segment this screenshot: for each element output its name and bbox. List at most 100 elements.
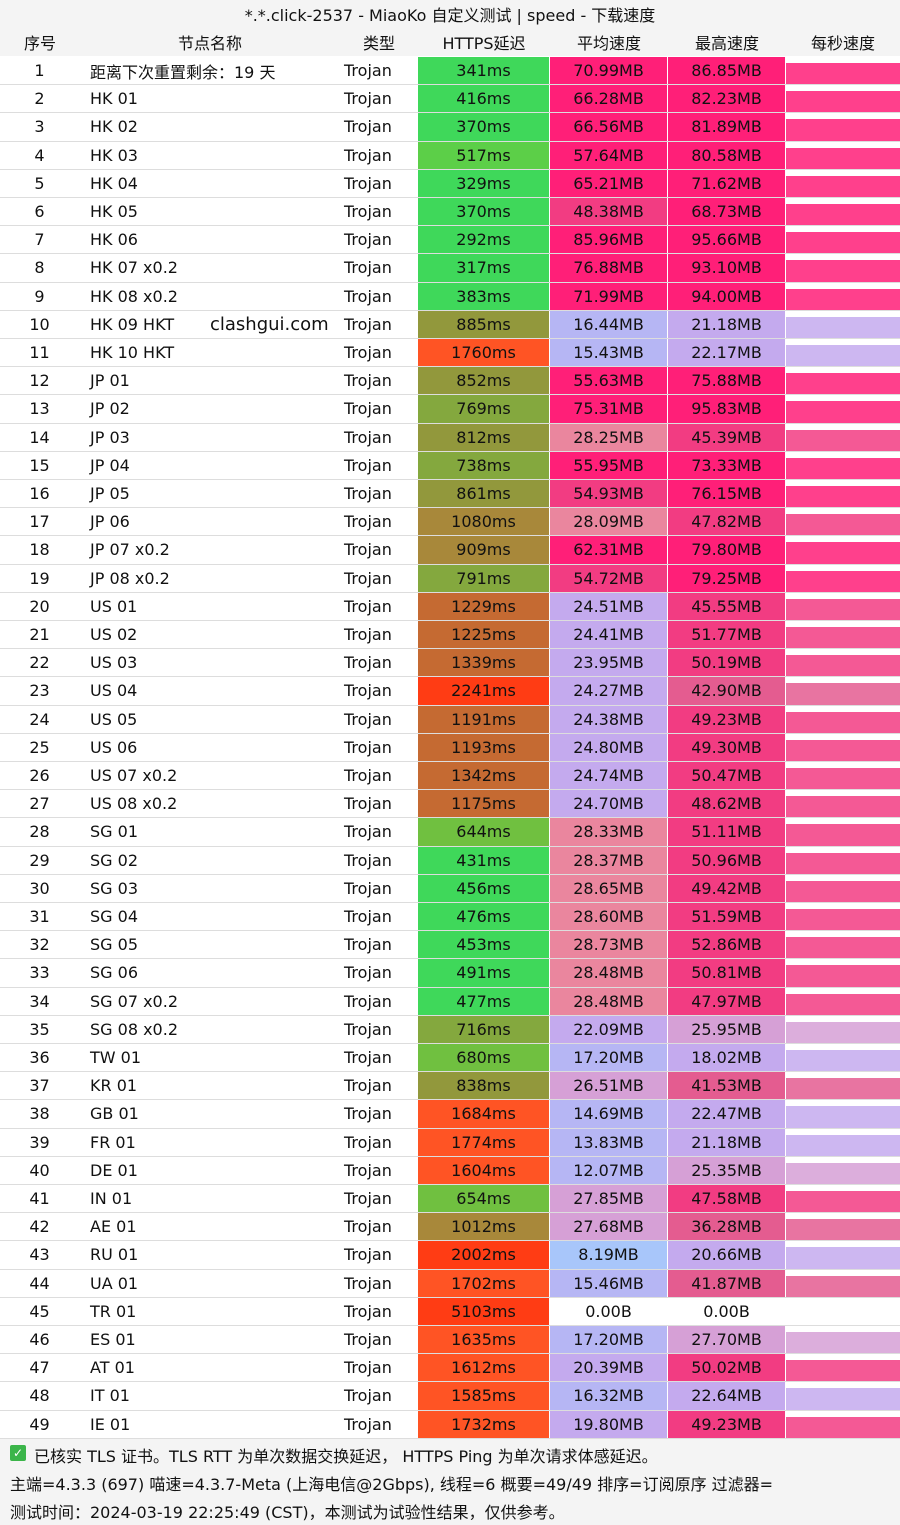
max-speed: 22.47MB xyxy=(668,1100,785,1128)
row-divider xyxy=(0,1155,900,1157)
latency: 416ms xyxy=(418,85,549,113)
type: Trojan xyxy=(344,1104,392,1124)
node-name: US 03 xyxy=(90,653,138,673)
max-speed: 68.73MB xyxy=(668,198,785,226)
row-divider xyxy=(0,986,900,988)
avg-speed: 28.73MB xyxy=(550,931,667,959)
max-speed: 95.66MB xyxy=(668,226,785,254)
max-speed: 82.23MB xyxy=(668,85,785,113)
node-name: US 08 x0.2 xyxy=(90,794,178,814)
speed-graph xyxy=(786,147,900,169)
speed-graph xyxy=(786,655,900,677)
node-name: ES 01 xyxy=(90,1330,136,1350)
max-speed: 49.23MB xyxy=(668,705,785,733)
row-divider xyxy=(0,1212,900,1214)
max-speed: 86.85MB xyxy=(668,57,785,85)
index: 27 xyxy=(29,794,50,814)
latency: 1774ms xyxy=(418,1128,549,1156)
avg-speed: 55.95MB xyxy=(550,451,667,479)
max-speed: 79.25MB xyxy=(668,564,785,592)
type: Trojan xyxy=(344,1301,392,1321)
row-divider xyxy=(0,450,900,452)
node-name: JP 08 x0.2 xyxy=(90,568,170,588)
row-divider xyxy=(0,902,900,903)
speed-graph xyxy=(786,880,900,902)
node-name: IE 01 xyxy=(90,1414,131,1434)
type: Trojan xyxy=(344,1217,392,1237)
latency: 491ms xyxy=(418,959,549,987)
speed-graph xyxy=(786,711,900,733)
node-name: 距离下次重置剩余：19 天 xyxy=(90,62,276,82)
speed-graph xyxy=(786,63,900,85)
footer-line: 测试时间：2024-03-19 22:25:49 (CST)，本测试为试验性结果… xyxy=(10,1502,565,1522)
type: Trojan xyxy=(344,737,392,757)
avg-speed: 22.09MB xyxy=(550,1015,667,1043)
row-divider xyxy=(0,1353,900,1355)
latency: 456ms xyxy=(418,874,549,902)
avg-speed: 57.64MB xyxy=(550,141,667,169)
max-speed: 47.82MB xyxy=(668,508,785,536)
node-name: HK 02 xyxy=(90,117,138,137)
type: Trojan xyxy=(344,540,392,560)
row-divider xyxy=(0,1014,900,1016)
type: Trojan xyxy=(344,173,392,193)
node-name: IT 01 xyxy=(90,1386,130,1406)
avg-speed: 28.65MB xyxy=(550,874,667,902)
latency: 1585ms xyxy=(418,1382,549,1410)
node-name: IN 01 xyxy=(90,1189,133,1209)
speed-graph xyxy=(786,175,900,197)
type: Trojan xyxy=(344,230,392,250)
avg-speed: 28.60MB xyxy=(550,903,667,931)
row-divider xyxy=(0,253,900,255)
speed-graph xyxy=(786,345,900,367)
row-divider xyxy=(0,168,900,170)
type: Trojan xyxy=(344,1189,392,1209)
speed-graph xyxy=(786,119,900,141)
row-divider xyxy=(0,112,900,114)
avg-speed: 85.96MB xyxy=(550,226,667,254)
row-divider xyxy=(0,1071,900,1073)
max-speed: 52.86MB xyxy=(668,931,785,959)
index: 20 xyxy=(29,596,50,616)
node-name: JP 04 xyxy=(90,455,130,475)
avg-speed: 70.99MB xyxy=(550,57,667,85)
avg-speed: 28.09MB xyxy=(550,508,667,536)
index: 23 xyxy=(29,681,50,701)
type: Trojan xyxy=(344,1245,392,1265)
index: 8 xyxy=(34,258,45,278)
node-name: HK 10 HKT xyxy=(90,343,175,363)
latency: 716ms xyxy=(418,1015,549,1043)
latency: 885ms xyxy=(418,310,549,338)
max-speed: 81.89MB xyxy=(668,113,785,141)
latency: 476ms xyxy=(418,903,549,931)
row-divider xyxy=(0,309,900,311)
latency: 517ms xyxy=(418,141,549,169)
type: Trojan xyxy=(344,484,392,504)
speed-graph xyxy=(786,1332,900,1354)
avg-speed: 66.56MB xyxy=(550,113,667,141)
speed-graph xyxy=(786,598,900,620)
index: 24 xyxy=(29,709,50,729)
row-divider xyxy=(0,140,900,142)
max-speed: 36.28MB xyxy=(668,1213,785,1241)
speed-graph xyxy=(786,232,900,254)
type: Trojan xyxy=(344,343,392,363)
max-speed: 73.33MB xyxy=(668,451,785,479)
type: Trojan xyxy=(344,258,392,278)
avg-speed: 15.46MB xyxy=(550,1269,667,1297)
max-speed: 20.66MB xyxy=(668,1241,785,1269)
node-name: HK 08 x0.2 xyxy=(90,286,178,306)
latency: 861ms xyxy=(418,480,549,508)
max-speed: 79.80MB xyxy=(668,536,785,564)
node-name: JP 05 xyxy=(90,484,130,504)
index: 19 xyxy=(29,568,50,588)
node-name: AT 01 xyxy=(90,1358,135,1378)
max-speed: 49.30MB xyxy=(668,733,785,761)
row-divider xyxy=(0,84,900,86)
row-divider xyxy=(0,197,900,198)
node-name: HK 09 HKT xyxy=(90,314,175,334)
row-divider xyxy=(0,958,900,960)
node-name: SG 03 xyxy=(90,878,138,898)
type: Trojan xyxy=(344,822,392,842)
type: Trojan xyxy=(344,935,392,955)
